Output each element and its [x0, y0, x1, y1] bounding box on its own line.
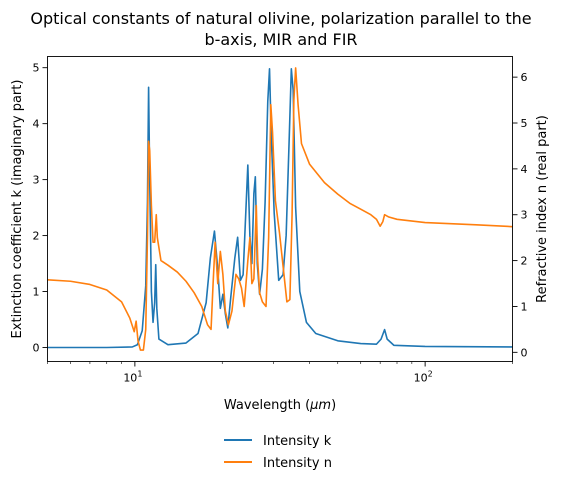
right-y-tick-label: 6 [521, 71, 528, 84]
right-y-tick-label: 4 [521, 163, 528, 176]
x-tick-label: 102 [414, 370, 433, 385]
right-y-tick-label: 3 [521, 209, 528, 222]
series-layer [47, 67, 513, 351]
right-y-axis-label: Refractive index n (real part) [535, 115, 550, 303]
legend-n-label: Intensity n [263, 456, 332, 471]
right-y-tick-label: 1 [521, 300, 528, 313]
legend-k-label: Intensity k [263, 434, 332, 449]
x-tick-label: 101 [123, 370, 142, 385]
right-y-tick-label: 2 [521, 255, 528, 268]
x-axis-ticks: 101 102 [47, 361, 513, 385]
chart-title-line2: b-axis, MIR and FIR [204, 30, 357, 49]
right-y-tick-label: 0 [521, 346, 528, 359]
left-y-axis-ticks: 0 1 2 3 4 5 [33, 62, 48, 355]
chart-title-line1: Optical constants of natural olivine, po… [30, 9, 531, 28]
left-y-tick-label: 5 [33, 62, 40, 75]
series-line-intensity-k [47, 68, 513, 349]
right-y-axis-ticks: 0 1 2 3 4 5 6 [512, 71, 528, 359]
plot-frame [47, 56, 513, 362]
left-y-axis-label: Extinction coefficient k (imaginary part… [10, 80, 25, 339]
right-y-tick-label: 5 [521, 117, 528, 130]
left-y-tick-label: 4 [33, 118, 40, 131]
left-y-tick-label: 3 [33, 174, 40, 187]
series-line-intensity-n [47, 67, 513, 351]
x-axis-label: Wavelength (μm) [224, 398, 336, 413]
plot-area [47, 56, 513, 362]
legend: Intensity k Intensity n [224, 434, 332, 471]
left-y-tick-label: 1 [33, 286, 40, 299]
left-y-tick-label: 2 [33, 230, 40, 243]
left-y-tick-label: 0 [33, 342, 40, 355]
